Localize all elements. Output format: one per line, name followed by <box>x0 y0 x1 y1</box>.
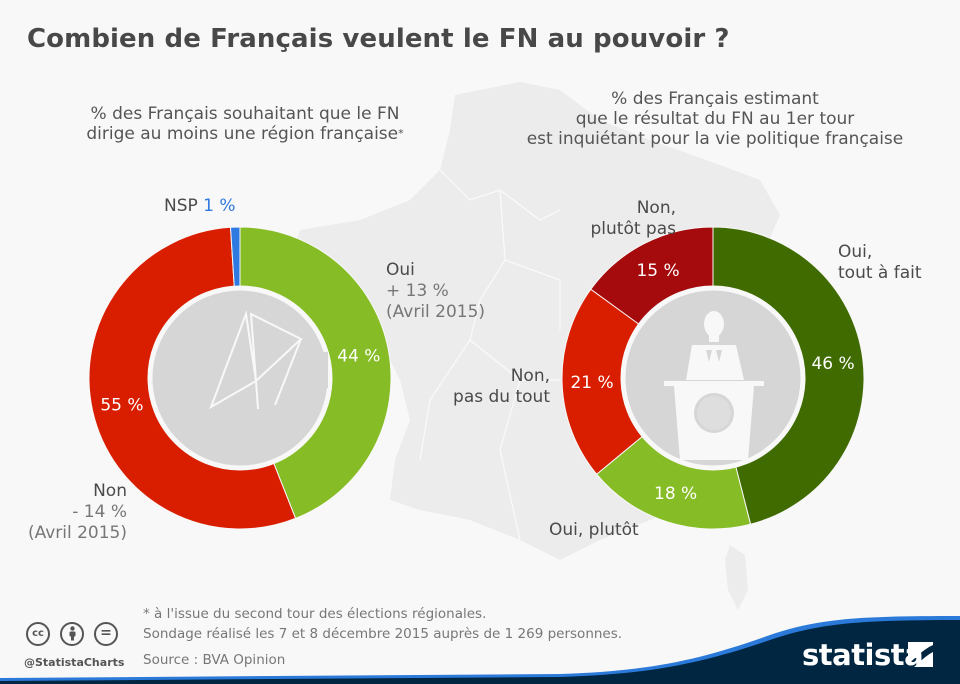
right-subtitle-line2: que le résultat du FN au 1er tour <box>575 109 855 129</box>
non-pas-du-tout-line1: Non, <box>510 366 550 386</box>
ballot-box-icon <box>166 310 328 410</box>
value-label: 21 % <box>570 373 613 393</box>
right-subtitle-line3: est inquiétant pour la vie politique fra… <box>526 129 904 149</box>
non-reference: (Avril 2015) <box>27 523 127 543</box>
value-label: 18 % <box>654 484 697 504</box>
non-label: Non - 14 % (Avril 2015) <box>16 481 127 544</box>
no-derivatives-icon: = <box>94 622 118 646</box>
speaker-podium-icon <box>664 311 764 460</box>
nsp-label: NSP 1 % <box>164 196 236 217</box>
oui-plutot-label: Oui, plutôt <box>549 520 639 540</box>
creative-commons-icon: cc <box>26 622 50 646</box>
nsp-value: 1 % <box>203 196 236 216</box>
right-donut-chart: 46 % 18 % 21 % 15 % <box>561 226 865 530</box>
non-plutot-pas-label: Non, plutôt pas <box>540 198 677 240</box>
oui-label: Oui + 13 % (Avril 2015) <box>386 260 485 323</box>
left-chart-subtitle: % des Français souhaitant que le FN diri… <box>60 104 430 144</box>
value-label: 44 % <box>337 346 380 366</box>
chart-title: Combien de Français veulent le FN au pou… <box>27 24 730 54</box>
oui-tout-a-fait-label: Oui, tout à fait <box>838 242 922 284</box>
corsica-shape <box>725 545 748 610</box>
statista-logo: statista <box>802 638 924 672</box>
attribution-icon <box>60 622 84 646</box>
footnote: * à l'issue du second tour des élections… <box>143 606 487 622</box>
non-label-text: Non <box>93 481 127 501</box>
non-plutot-pas-line2: plutôt pas <box>590 219 677 239</box>
oui-tout-a-fait-line2: tout à fait <box>838 263 922 283</box>
non-pas-du-tout-line2: pas du tout <box>453 387 550 407</box>
non-change: - 14 % <box>72 502 127 522</box>
right-subtitle-line1: % des Français estimant <box>611 89 819 109</box>
oui-change: + 13 % <box>386 281 449 301</box>
value-label: 55 % <box>100 395 143 415</box>
statista-handle: @StatistaCharts <box>24 656 125 669</box>
oui-label-text: Oui <box>386 260 415 280</box>
source-note: Source : BVA Opinion <box>143 652 286 668</box>
non-plutot-pas-line1: Non, <box>636 198 676 218</box>
left-subtitle-text: dirige au moins une région française <box>86 124 399 144</box>
footnote-mark: * <box>398 127 404 140</box>
right-chart-subtitle: % des Français estimant que le résultat … <box>490 89 940 149</box>
value-label: 15 % <box>636 261 679 281</box>
non-pas-du-tout-label: Non, pas du tout <box>420 366 550 408</box>
left-subtitle-line2: dirige au moins une région française* <box>60 124 430 144</box>
nsp-label-text: NSP <box>164 196 198 216</box>
value-label: 46 % <box>811 354 854 374</box>
left-subtitle-line1: % des Français souhaitant que le FN <box>90 104 400 124</box>
oui-tout-a-fait-line1: Oui, <box>838 242 873 262</box>
region-borders <box>419 169 561 541</box>
survey-note: Sondage réalisé les 7 et 8 décembre 2015… <box>143 626 623 642</box>
oui-reference: (Avril 2015) <box>386 302 486 322</box>
